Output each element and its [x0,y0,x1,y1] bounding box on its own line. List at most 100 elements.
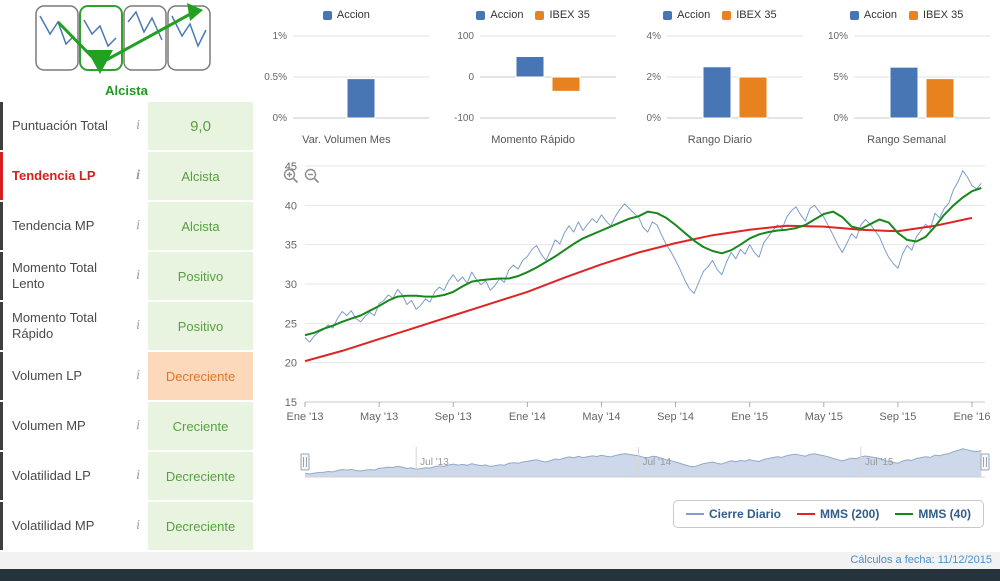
legend-swatch [663,10,673,20]
svg-text:0: 0 [469,72,475,83]
navigator-handle-left[interactable] [300,453,310,471]
svg-text:20: 20 [285,358,297,370]
legend-line-swatch [895,513,914,515]
info-icon[interactable]: i [136,418,140,434]
legend-item-ibex-35: IBEX 35 [722,9,777,21]
series-line-cierre-diario [304,170,982,343]
indicator-label-volumen-mp: Volumen MP i [0,402,148,450]
indicator-label-text: Volatilidad MP [12,517,95,533]
indicator-value-volatilidad-lp: Decreciente [148,452,253,500]
bottom-bar [0,569,1000,581]
legend-line-swatch [796,513,815,515]
legend-label: Cierre Diario [708,507,781,521]
svg-text:40: 40 [285,200,297,212]
bar-ibex-35 [925,78,955,119]
mini-chart-legend: Accion [322,2,370,28]
charts-panel: Accion 1% 0.5% 0% Var. Volumen Mes Accion IBEX… [253,0,1000,552]
indicator-label-puntuacion-total: Puntuación Total i [0,102,148,150]
svg-text:Ene '15: Ene '15 [731,411,768,423]
indicator-value-tendencia-mp: Alcista [148,202,253,250]
mini-chart-var-volumen-mes: Accion 1% 0.5% 0% Var. Volumen Mes [253,2,440,150]
mini-chart-title: Rango Semanal [867,134,947,146]
info-icon[interactable]: i [136,268,140,284]
info-icon[interactable]: i [136,468,140,484]
navigator-handle-right[interactable] [980,453,990,471]
info-icon[interactable]: i [136,318,140,334]
indicator-value-volumen-lp: Decreciente [148,352,253,400]
indicator-label-text: Tendencia LP [12,167,96,183]
bar-accion [702,66,732,119]
zoom-out-icon[interactable] [304,168,320,184]
bar-accion [889,66,919,119]
legend-swatch [908,10,918,20]
legend-label: Accion [863,9,897,21]
svg-text:10%: 10% [828,31,848,42]
indicator-row-puntuacion-total: Puntuación Total i 9,0 [0,102,253,152]
legend-item-accion: Accion [322,9,370,21]
sparkline-2 [83,19,117,48]
svg-text:0%: 0% [646,113,661,124]
indicator-label-text: Volumen MP [12,417,86,433]
svg-text:1%: 1% [273,31,288,42]
legend-item-mms-200-[interactable]: MMS (200) [796,507,879,521]
indicator-table: Puntuación Total i 9,0 Tendencia LP i Alcista… [0,102,253,552]
svg-text:Jul '15: Jul '15 [865,457,894,468]
legend-label: MMS (40) [918,507,971,521]
mini-chart-title: Rango Diario [687,134,752,146]
indicator-label-text: Volatilidad LP [12,467,91,483]
mini-chart-plot: 10% 5% 0% [828,31,990,124]
trend-card-1[interactable] [35,5,79,71]
mini-chart-title: Momento Rápido [491,134,576,146]
zoom-in-icon[interactable] [283,168,299,184]
chart-navigator[interactable]: Jul '13 Jul '14 Jul '15 [259,443,994,489]
indicator-label-text: Tendencia MP [12,217,95,233]
indicator-value-momento-total-lento: Positivo [148,252,253,300]
indicator-label-volatilidad-mp: Volatilidad MP i [0,502,148,550]
sparkline-3 [127,10,163,41]
legend-swatch [322,10,332,20]
navigator-area[interactable] [305,448,982,477]
svg-text:Jul '14: Jul '14 [643,457,672,468]
legend-item-accion: Accion [663,9,710,21]
trend-cards-graphic [35,3,211,74]
svg-text:May '13: May '13 [360,411,398,423]
svg-text:Sep '14: Sep '14 [657,411,694,423]
indicator-row-momento-total-rapido: Momento Total Rápido i Positivo [0,302,253,352]
info-icon[interactable]: i [136,168,140,184]
svg-text:Ene '16: Ene '16 [954,411,991,423]
indicator-sidebar: Alcista Puntuación Total i 9,0 Tendencia LP… [0,0,253,552]
svg-text:Sep '13: Sep '13 [435,411,472,423]
indicator-row-volatilidad-mp: Volatilidad MP i Decreciente [0,502,253,552]
indicator-label-tendencia-lp: Tendencia LP i [0,152,148,200]
svg-text:25: 25 [285,318,297,330]
indicator-row-volumen-mp: Volumen MP i Creciente [0,402,253,452]
bar-accion [346,78,376,119]
info-icon[interactable]: i [136,118,140,134]
indicator-value-volatilidad-mp: Decreciente [148,502,253,550]
svg-text:0.5%: 0.5% [265,72,288,83]
indicator-value-tendencia-lp: Alcista [148,152,253,200]
legend-item-mms-40-[interactable]: MMS (40) [895,507,971,521]
info-icon[interactable]: i [136,518,140,534]
svg-text:4%: 4% [646,31,661,42]
bar-accion [515,56,545,78]
info-icon[interactable]: i [136,218,140,234]
legend-item-cierre-diario[interactable]: Cierre Diario [685,507,781,521]
legend-label: IBEX 35 [549,9,590,21]
trend-thumbnail[interactable]: Alcista [0,0,253,102]
indicator-label-tendencia-mp: Tendencia MP i [0,202,148,250]
indicator-value-volumen-mp: Creciente [148,402,253,450]
series-line-mms-200- [304,216,973,363]
calculation-date-label: Cálculos a fecha: 11/12/2015 [850,554,992,566]
svg-text:5%: 5% [833,72,848,83]
indicator-row-volumen-lp: Volumen LP i Decreciente [0,352,253,402]
series-line-mms-40- [304,187,982,337]
svg-text:Sep '15: Sep '15 [879,411,916,423]
legend-swatch [535,10,545,20]
svg-text:May '15: May '15 [805,411,843,423]
indicator-label-text: Momento Total Lento [12,259,98,291]
info-icon[interactable]: i [136,368,140,384]
indicator-label-volatilidad-lp: Volatilidad LP i [0,452,148,500]
